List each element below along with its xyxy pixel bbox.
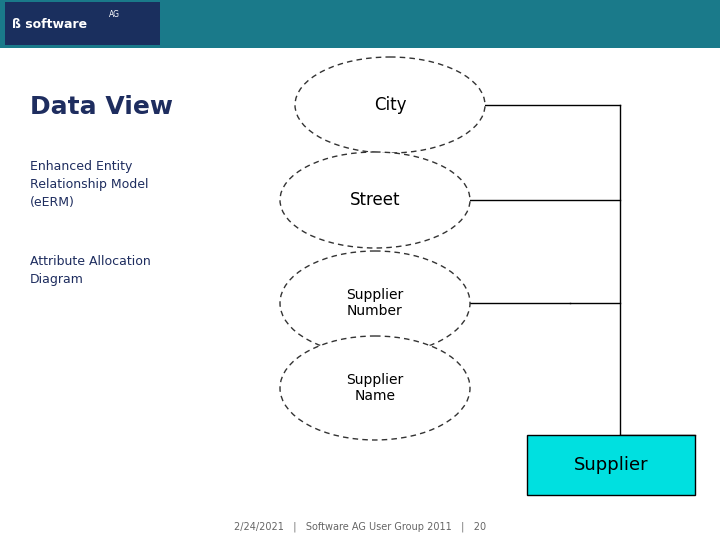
Ellipse shape (280, 251, 470, 355)
Ellipse shape (295, 57, 485, 153)
Ellipse shape (280, 152, 470, 248)
Bar (527, 435, 695, 495)
Text: City: City (374, 96, 406, 114)
Text: Data View: Data View (30, 95, 173, 119)
Text: AG: AG (109, 10, 120, 19)
Text: Attribute Allocation
Diagram: Attribute Allocation Diagram (30, 255, 150, 286)
Text: 2/24/2021   |   Software AG User Group 2011   |   20: 2/24/2021 | Software AG User Group 2011 … (234, 522, 486, 532)
Text: Street: Street (350, 191, 400, 209)
Text: Supplier: Supplier (574, 456, 648, 474)
Text: Supplier
Name: Supplier Name (346, 373, 404, 403)
Text: Enhanced Entity
Relationship Model
(eERM): Enhanced Entity Relationship Model (eERM… (30, 160, 148, 209)
Ellipse shape (280, 336, 470, 440)
Bar (5, 2, 160, 45)
Text: Supplier
Number: Supplier Number (346, 288, 404, 318)
Bar (0, 0, 720, 48)
Text: ß software: ß software (12, 17, 87, 30)
